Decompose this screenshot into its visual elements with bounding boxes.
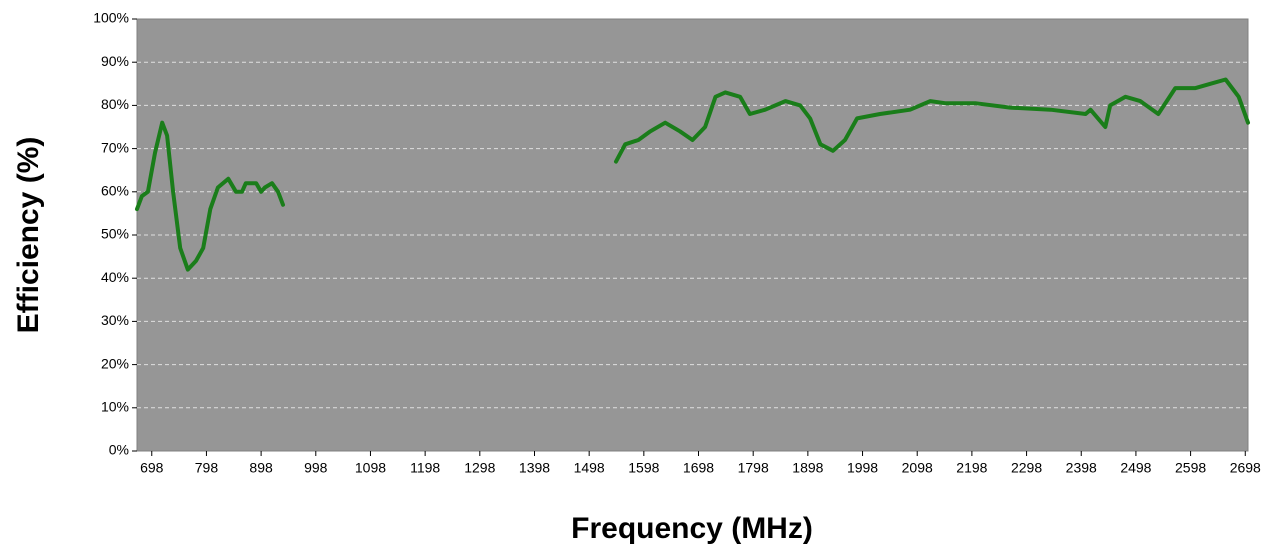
x-tick-label: 1298 (464, 460, 495, 476)
x-tick-label: 698 (140, 460, 164, 476)
x-tick-label: 898 (249, 460, 273, 476)
y-tick-label: 10% (101, 399, 129, 415)
data-line (135, 77, 1250, 272)
x-tick-label: 998 (304, 460, 328, 476)
x-tick-label: 1098 (355, 460, 386, 476)
x-tick-label: 2398 (1066, 460, 1097, 476)
x-tick-label: 1998 (847, 460, 878, 476)
x-tick-label: 2698 (1230, 460, 1261, 476)
y-tick-label: 0% (109, 442, 129, 458)
y-axis-title: Efficiency (%) (12, 137, 45, 334)
x-tick-label: 1798 (738, 460, 769, 476)
y-tick-label: 80% (101, 96, 129, 112)
x-tick-label: 1398 (519, 460, 550, 476)
x-tick-label: 2098 (902, 460, 933, 476)
x-tick-label: 798 (195, 460, 219, 476)
x-tick-label: 1698 (683, 460, 714, 476)
y-tick-label: 70% (101, 139, 129, 155)
x-tick-label: 1498 (574, 460, 605, 476)
x-tick-label: 2298 (1011, 460, 1042, 476)
x-tick-label: 1898 (792, 460, 823, 476)
y-tick-label: 90% (101, 53, 129, 69)
x-tick-label: 1598 (628, 460, 659, 476)
x-tick-label: 2498 (1120, 460, 1151, 476)
y-tick-label: 60% (101, 183, 129, 199)
x-tick-label: 2598 (1175, 460, 1206, 476)
x-tick-label: 1198 (410, 460, 440, 476)
y-tick-label: 20% (101, 355, 129, 371)
x-tick-label: 2198 (956, 460, 987, 476)
y-tick-label: 40% (101, 269, 129, 285)
y-tick-label: 100% (93, 10, 129, 26)
y-tick-label: 50% (101, 226, 129, 242)
y-tick-label: 30% (101, 312, 129, 328)
x-axis-title: Frequency (MHz) (571, 512, 813, 545)
